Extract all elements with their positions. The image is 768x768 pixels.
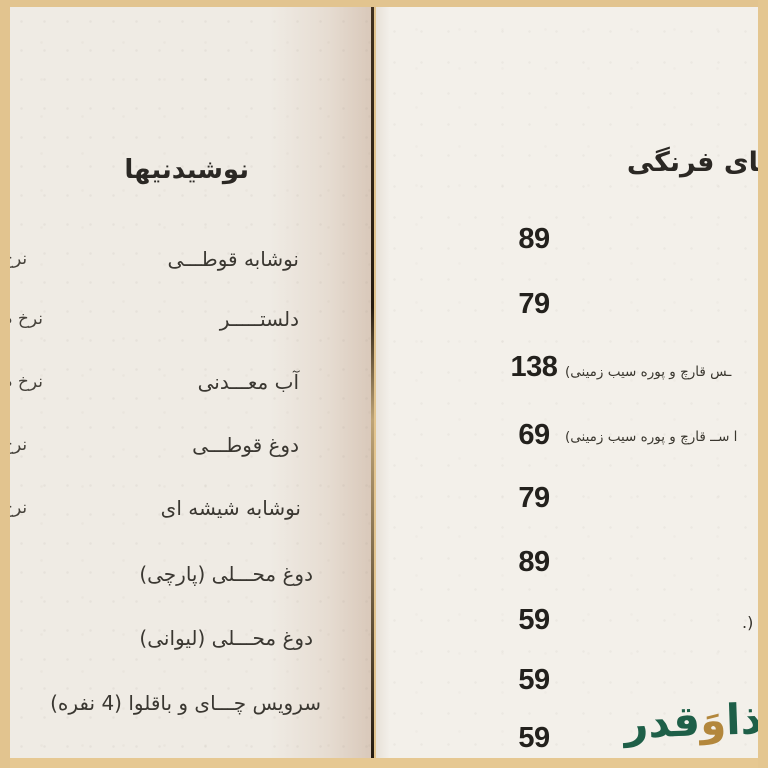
page-spine-divider [371, 7, 374, 758]
price-value: 89 [518, 223, 550, 255]
menu-item-doogh-pitcher: دوغ محـــلی (پارچی) [139, 562, 313, 586]
price-value: 138 [510, 351, 558, 383]
price-value: 69 [518, 419, 550, 451]
rate-label: نرخ م [2, 309, 44, 329]
menu-item-canned-doogh: دوغ قوطـــی [192, 433, 299, 457]
menu-item-tea-service: سرویس چـــای و باقلوا (4 نفره) [50, 691, 321, 715]
right-page: ـای فرنگی 89 79 138 69 79 89 59 59 59 ـس… [376, 7, 768, 758]
dish-note-mushroom-sauce: ا ســ قارچ و پوره سیب زمینی) [565, 429, 738, 445]
price-value: 89 [518, 546, 550, 578]
rate-label: نرخ م [2, 372, 44, 392]
logo-word-ghadr: قدر [623, 696, 701, 748]
menu-item-bottled-soda: نوشابه شیشه ای [160, 496, 301, 520]
menu-item-mineral-water: آب معـــدنی [197, 370, 299, 394]
logo-word-va: وَ [699, 695, 727, 746]
dish-note-mushroom-sauce: ـس قارچ و پوره سیب زمینی) [565, 364, 732, 380]
frame-border-top [0, 0, 768, 7]
frame-border-right [758, 0, 768, 768]
price-value: 59 [518, 604, 550, 636]
frame-border-bottom [0, 758, 768, 768]
price-value: 59 [518, 722, 550, 754]
restaurant-logo: غذاوَقدر [623, 688, 768, 754]
menu-item-delster: دلستـــــر [219, 307, 299, 331]
drinks-section-title: نوشیدنیها [124, 155, 249, 185]
frame-border-left [0, 0, 10, 768]
price-value: 59 [518, 664, 550, 696]
cut-text-fragment: (. [742, 613, 754, 632]
menu-item-doogh-glass: دوغ محـــلی (لیوانی) [139, 626, 313, 650]
price-value: 79 [518, 288, 550, 320]
menu-item-canned-soda: نوشابه قوطـــی [167, 247, 299, 271]
left-page: نوشیدنیها نوشابه قوطـــی دلستـــــر آب م… [2, 7, 371, 758]
western-dishes-title-fragment: ـای فرنگی [626, 147, 768, 178]
price-value: 79 [518, 482, 550, 514]
